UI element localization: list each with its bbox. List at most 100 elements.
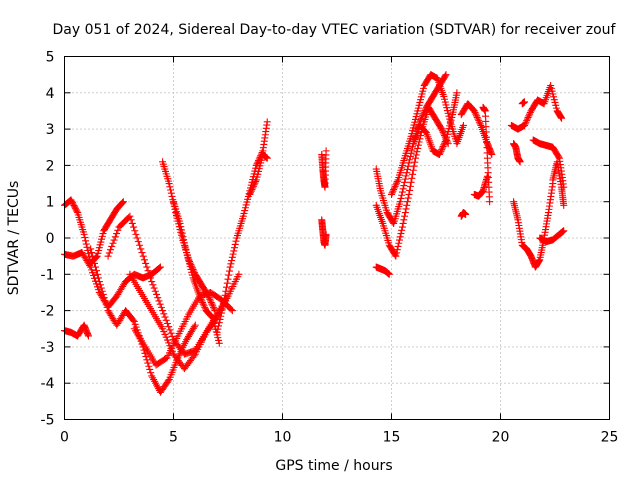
data-point <box>227 305 235 313</box>
data-point <box>220 299 228 307</box>
data-point <box>160 310 168 318</box>
data-point <box>414 141 422 149</box>
data-point <box>522 118 530 126</box>
data-point <box>137 245 145 253</box>
data-point <box>389 187 397 195</box>
data-point <box>161 313 169 321</box>
data-point <box>132 230 140 238</box>
data-point <box>105 249 113 257</box>
data-point <box>409 166 417 174</box>
y-tick-label: 4 <box>46 86 55 102</box>
data-point <box>473 112 481 120</box>
data-point <box>82 240 90 248</box>
data-point <box>486 198 494 206</box>
data-point <box>438 125 446 133</box>
data-point <box>100 294 108 302</box>
data-point <box>442 71 450 79</box>
data-point <box>111 233 119 241</box>
data-point <box>435 151 443 159</box>
data-point <box>93 270 101 278</box>
data-point <box>474 115 482 123</box>
data-point <box>224 275 232 283</box>
data-point <box>108 242 116 250</box>
data-point <box>199 300 207 308</box>
plot-frame <box>64 56 610 420</box>
data-point <box>254 158 262 166</box>
data-point <box>130 223 138 231</box>
data-point <box>215 322 223 330</box>
data-point <box>408 146 416 154</box>
data-point <box>230 247 238 255</box>
data-point <box>402 205 410 213</box>
data-point <box>113 230 121 238</box>
data-point <box>215 319 223 327</box>
data-point <box>177 223 185 231</box>
data-point <box>134 238 142 246</box>
data-point <box>440 141 448 149</box>
data-point <box>406 153 414 161</box>
data-point <box>409 143 417 151</box>
data-point <box>190 352 198 360</box>
data-point <box>409 170 417 178</box>
data-point <box>147 369 155 377</box>
data-point <box>145 362 153 370</box>
data-point <box>196 294 204 302</box>
data-point <box>523 115 531 123</box>
data-point <box>217 309 225 317</box>
data-point <box>390 184 398 192</box>
data-point <box>140 256 148 264</box>
data-point <box>167 186 175 194</box>
data-point <box>403 169 411 177</box>
series-arc-o <box>372 103 452 260</box>
data-point <box>462 210 470 218</box>
data-point <box>208 300 216 308</box>
x-tick-label: 0 <box>60 430 69 446</box>
data-point <box>156 263 164 271</box>
data-point <box>322 147 330 155</box>
data-point <box>162 316 170 324</box>
data-point <box>166 183 174 191</box>
data-point <box>205 294 213 302</box>
data-point <box>103 303 111 311</box>
data-point <box>249 182 257 190</box>
data-point <box>560 227 568 235</box>
data-point <box>197 295 205 303</box>
data-point <box>223 283 231 291</box>
data-point <box>525 112 533 120</box>
data-point <box>84 247 92 255</box>
data-point <box>83 243 91 251</box>
data-point <box>416 135 424 143</box>
series-arc-c <box>61 321 92 340</box>
data-point <box>138 249 146 257</box>
data-point <box>441 139 449 147</box>
data-point <box>144 359 152 367</box>
data-point <box>392 181 400 189</box>
data-point <box>163 320 171 328</box>
data-point <box>406 186 414 194</box>
series-arc-ac <box>549 158 568 209</box>
data-point <box>164 377 172 385</box>
data-point <box>86 261 94 269</box>
data-point <box>228 257 236 265</box>
data-point <box>226 263 234 271</box>
data-point <box>441 138 449 146</box>
series-arc-x <box>507 82 566 133</box>
data-point <box>436 149 444 157</box>
series-arc-j <box>213 118 271 336</box>
data-point <box>143 356 151 364</box>
data-point <box>408 174 416 182</box>
data-point <box>153 290 161 298</box>
x-tick-label: 25 <box>601 430 619 446</box>
data-point <box>225 271 233 279</box>
data-point <box>216 315 224 323</box>
data-point <box>92 263 100 271</box>
data-point <box>131 227 139 235</box>
data-point <box>166 326 174 334</box>
data-point <box>393 179 401 187</box>
data-point <box>476 120 484 128</box>
data-point <box>180 236 188 244</box>
data-point <box>126 212 134 220</box>
data-point <box>143 263 151 271</box>
data-point <box>180 239 188 247</box>
data-point <box>520 98 528 106</box>
